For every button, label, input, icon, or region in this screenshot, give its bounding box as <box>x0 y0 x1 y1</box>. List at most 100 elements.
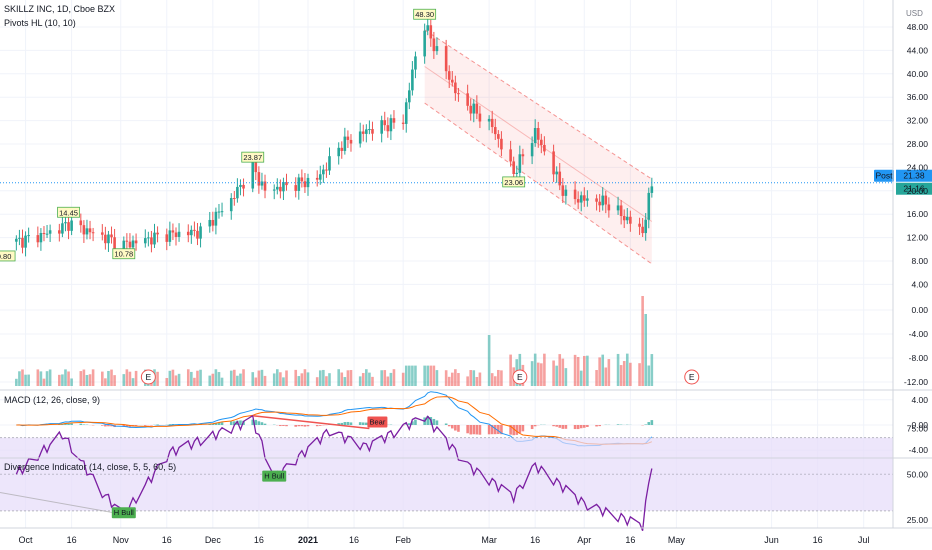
price-tick-label: 40.00 <box>907 69 929 79</box>
volume-bar <box>260 369 264 386</box>
candle-body <box>24 235 27 248</box>
volume-bar <box>426 365 430 386</box>
volume-bar <box>122 374 126 386</box>
candle-body <box>85 228 89 235</box>
macd-histogram-bar <box>447 425 451 427</box>
symbol-legend: SKILLZ INC, 1D, Cboe BZX <box>4 4 116 14</box>
pivot-label: 23.06 <box>504 178 523 187</box>
candle-body <box>110 234 113 238</box>
volume-bar <box>579 370 583 386</box>
hidden-bull-box <box>111 507 136 519</box>
candle-body <box>530 143 534 157</box>
volume-bar <box>472 370 476 386</box>
volume-bar <box>297 376 301 386</box>
candle-body <box>518 154 522 173</box>
volume-bar <box>622 361 626 386</box>
macd-histogram-bar <box>337 423 340 425</box>
candle-body <box>254 162 258 173</box>
volume-bar <box>91 369 95 386</box>
volume-bar <box>217 372 221 386</box>
candle-body <box>171 230 175 233</box>
macd-histogram-bar <box>644 424 647 425</box>
macd-histogram-bar <box>239 420 242 425</box>
macd-histogram-bar <box>475 425 479 435</box>
earnings-marker <box>140 369 156 385</box>
volume-bar <box>475 376 479 386</box>
macd-histogram-bar <box>82 424 86 425</box>
macd-histogram-bar <box>408 423 411 425</box>
volume-bar <box>650 354 654 386</box>
volume-bar <box>315 377 319 386</box>
candle-body <box>156 232 159 235</box>
macd-histogram-bar <box>125 425 129 427</box>
candle-body <box>279 186 282 192</box>
candle-body <box>260 181 264 186</box>
volume-bar <box>251 372 255 386</box>
macd-histogram-bar <box>561 425 565 429</box>
volume-bar <box>82 369 86 386</box>
candle-body <box>297 177 301 191</box>
candle-body <box>82 225 86 235</box>
candle-body <box>294 185 298 191</box>
price-tick-label: 16.00 <box>907 209 929 219</box>
earnings-label: E <box>146 372 152 382</box>
candle-body <box>122 240 126 249</box>
time-tick-label: 16 <box>254 535 264 545</box>
candle-body <box>515 172 519 175</box>
volume-bar <box>358 376 362 386</box>
macd-histogram-bar <box>217 422 221 425</box>
candle-body <box>497 134 500 139</box>
candle-body <box>190 229 193 236</box>
candle-body <box>555 171 558 175</box>
candle-body <box>358 131 362 144</box>
candle-body <box>337 147 340 157</box>
candle-body <box>607 204 611 211</box>
macd-histogram-bar <box>650 420 654 425</box>
candle-body <box>368 129 371 131</box>
pivot-label: 23.87 <box>243 153 262 162</box>
candle-body <box>239 184 242 187</box>
macd-legend: MACD (12, 26, close, 9) <box>4 395 101 405</box>
macd-histogram-bar <box>254 419 258 425</box>
volume-bar <box>429 365 433 386</box>
hidden-bull-label: H Bull <box>114 508 134 517</box>
candle-body <box>64 222 67 224</box>
pivot-box <box>112 248 136 260</box>
volume-bar <box>371 376 374 386</box>
candle-body <box>371 129 374 134</box>
volume-bar <box>306 372 310 386</box>
volume-bar <box>107 370 110 386</box>
candle-body <box>315 177 319 180</box>
volume-bar <box>45 371 49 386</box>
volume-bar <box>70 378 73 386</box>
candle-body <box>285 182 288 186</box>
time-tick-label: 2021 <box>298 535 318 545</box>
candle-body <box>380 120 383 134</box>
candle-body <box>318 174 322 180</box>
macd-histogram-bar <box>64 423 67 425</box>
volume-bar <box>186 369 190 386</box>
time-tick-label: Dec <box>205 535 222 545</box>
pivot-box <box>0 250 16 262</box>
volume-bar <box>128 371 132 386</box>
macd-histogram-bar <box>318 425 322 426</box>
candle-body <box>450 79 454 83</box>
candle-body <box>236 186 239 199</box>
volume-bar <box>15 378 18 386</box>
candle-body <box>404 102 408 124</box>
macd-histogram-bar <box>303 425 307 427</box>
macd-histogram-bar <box>552 425 555 427</box>
volume-bar <box>48 369 52 386</box>
candle-body <box>340 147 344 151</box>
candle-body <box>214 211 218 226</box>
candle-body <box>500 138 503 150</box>
volume-bar <box>392 369 396 386</box>
macd-histogram-bar <box>260 422 264 425</box>
volume-bar <box>368 372 371 386</box>
hidden-bull-line <box>0 492 124 516</box>
candle-body <box>475 103 479 114</box>
signal-line <box>16 396 653 445</box>
volume-bar <box>500 370 503 386</box>
volume-bar <box>414 365 417 386</box>
